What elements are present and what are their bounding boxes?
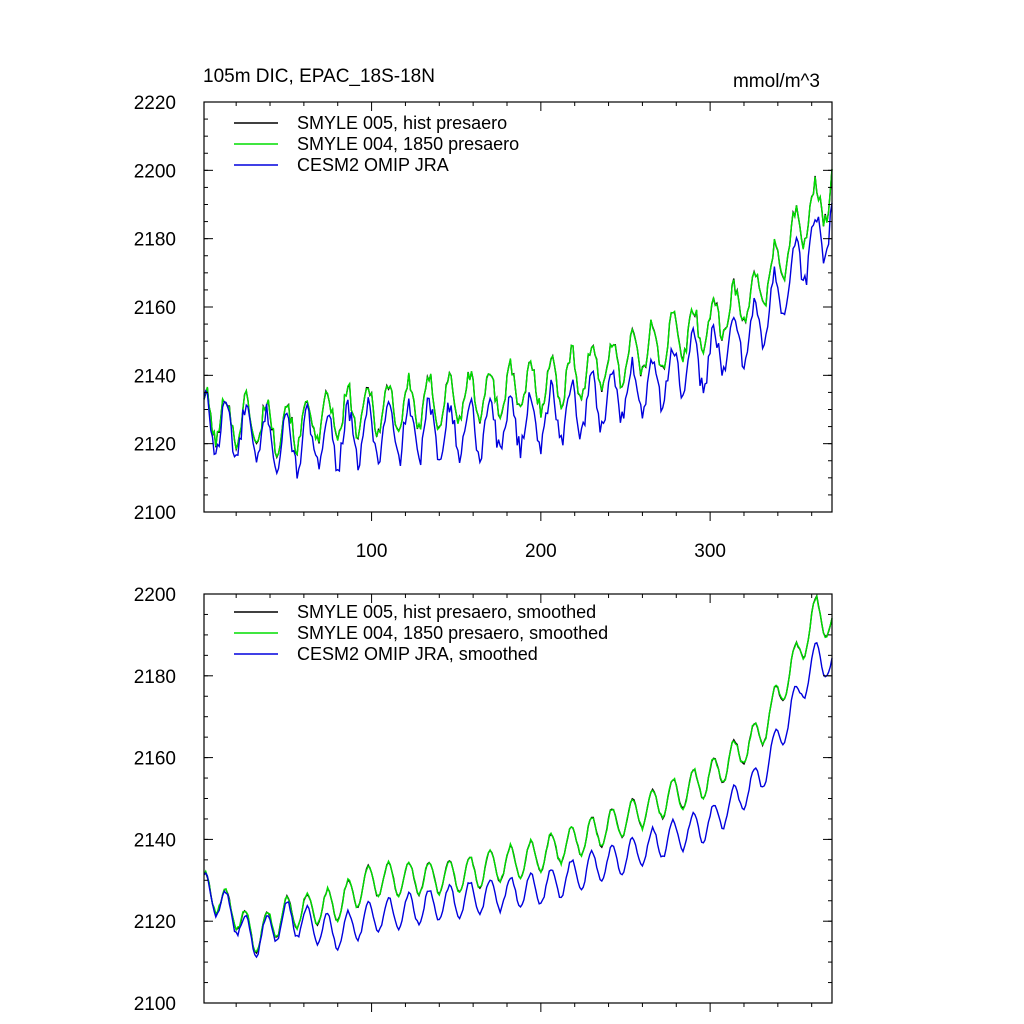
x-tick-label: 200 — [525, 541, 557, 562]
top-panel-marks — [203, 168, 833, 479]
y-tick-label: 2180 — [134, 667, 176, 688]
y-tick-label: 2200 — [134, 161, 176, 182]
units-label: mmol/m^3 — [733, 71, 820, 92]
y-tick-label: 2140 — [134, 830, 176, 851]
x-tick-label: 100 — [356, 541, 388, 562]
y-tick-label: 2180 — [134, 230, 176, 251]
bottom-panel: 2100 2120 2140 2160 2180 2200 SMYLE 005, hist… — [134, 585, 833, 1015]
y-tick-label: 2120 — [134, 912, 176, 933]
bottom-legend: SMYLE 005, hist presaero, smoothed SMYLE… — [234, 602, 608, 664]
top-legend: SMYLE 005, hist presaero SMYLE 004, 1850… — [234, 113, 519, 175]
bottom-panel-marks — [203, 593, 833, 959]
y-tick-label: 2140 — [134, 366, 176, 387]
bottom-panel-frame — [203, 593, 833, 1004]
y-tick-label: 2120 — [134, 435, 176, 456]
legend-label-hist-smoothed: SMYLE 005, hist presaero, smoothed — [297, 602, 596, 622]
legend-label-1850: SMYLE 004, 1850 presaero — [297, 134, 519, 154]
series-line-2 — [203, 641, 833, 959]
series-line-0 — [203, 169, 833, 460]
top-panel: 105m DIC, EPAC_18S-18N mmol/m^3 2100 2120… — [134, 66, 833, 562]
series-line-2 — [203, 202, 833, 479]
legend-label-omip-smoothed: CESM2 OMIP JRA, smoothed — [297, 644, 538, 664]
y-tick-label: 2100 — [134, 503, 176, 524]
legend-label-1850-smoothed: SMYLE 004, 1850 presaero, smoothed — [297, 623, 608, 643]
legend-label-omip: CESM2 OMIP JRA — [297, 155, 449, 175]
bottom-panel-ticks: 2100 2120 2140 2160 2180 2200 — [134, 585, 832, 1015]
top-panel-frame — [203, 101, 833, 513]
y-tick-label: 2100 — [134, 994, 176, 1015]
y-tick-label: 2160 — [134, 298, 176, 319]
series-line-1 — [203, 168, 833, 458]
chart-title: 105m DIC, EPAC_18S-18N — [203, 66, 435, 87]
y-tick-label: 2200 — [134, 585, 176, 606]
legend-label-hist: SMYLE 005, hist presaero — [297, 113, 507, 133]
y-tick-label: 2160 — [134, 749, 176, 770]
x-tick-label: 300 — [694, 541, 726, 562]
series-line-1 — [203, 593, 833, 953]
y-tick-label: 2220 — [134, 93, 176, 114]
